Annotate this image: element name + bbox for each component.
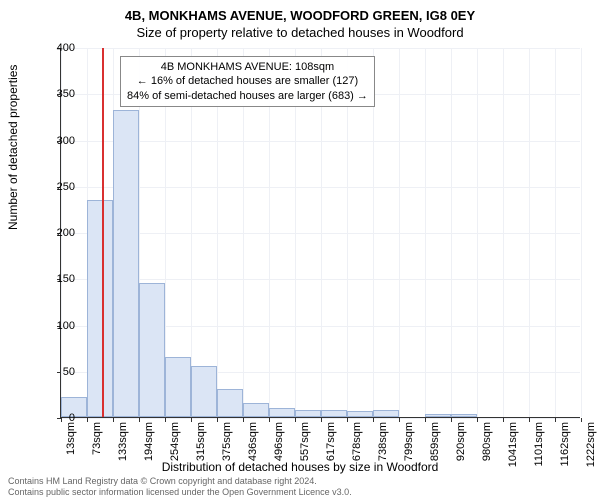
xtick-label: 194sqm	[143, 422, 155, 461]
bar	[295, 410, 321, 417]
bar	[425, 414, 451, 417]
xtick-mark	[529, 418, 530, 422]
marker-line	[102, 48, 104, 417]
xtick-mark	[191, 418, 192, 422]
annotation-line3: 84% of semi-detached houses are larger (…	[127, 89, 368, 103]
xtick-label: 13sqm	[65, 422, 77, 455]
xtick-mark	[477, 418, 478, 422]
bar	[373, 410, 399, 417]
bar	[451, 414, 477, 417]
gridline-v	[399, 48, 400, 417]
bar	[191, 366, 217, 417]
gridline-v	[425, 48, 426, 417]
annotation-box: 4B MONKHAMS AVENUE: 108sqm ← 16% of deta…	[120, 56, 375, 107]
bar	[87, 200, 113, 417]
bar	[243, 403, 269, 417]
ytick-label: 400	[35, 42, 75, 54]
attribution-text: Contains HM Land Registry data © Crown c…	[8, 476, 352, 498]
xtick-label: 678sqm	[351, 422, 363, 461]
bar	[165, 357, 191, 417]
xtick-label: 920sqm	[455, 422, 467, 461]
xtick-label: 436sqm	[247, 422, 259, 461]
gridline-v	[555, 48, 556, 417]
xtick-mark	[269, 418, 270, 422]
gridline-v	[581, 48, 582, 417]
gridline-v	[529, 48, 530, 417]
xtick-mark	[373, 418, 374, 422]
bar	[113, 110, 139, 417]
xtick-label: 133sqm	[117, 422, 129, 461]
gridline-v	[477, 48, 478, 417]
xtick-mark	[347, 418, 348, 422]
xtick-label: 73sqm	[91, 422, 103, 455]
xtick-mark	[555, 418, 556, 422]
y-axis-label: Number of detached properties	[6, 65, 20, 230]
xtick-label: 254sqm	[169, 422, 181, 461]
chart-area: 13sqm73sqm133sqm194sqm254sqm315sqm375sqm…	[60, 48, 580, 418]
xtick-mark	[217, 418, 218, 422]
bar	[139, 283, 165, 417]
ytick-label: 50	[35, 366, 75, 378]
ytick-label: 300	[35, 135, 75, 147]
xtick-mark	[503, 418, 504, 422]
annotation-line1: 4B MONKHAMS AVENUE: 108sqm	[127, 60, 368, 74]
xtick-mark	[399, 418, 400, 422]
xtick-label: 315sqm	[195, 422, 207, 461]
xtick-mark	[581, 418, 582, 422]
x-axis-label: Distribution of detached houses by size …	[0, 460, 600, 474]
ytick-label: 350	[35, 88, 75, 100]
bar	[321, 410, 347, 417]
xtick-label: 496sqm	[273, 422, 285, 461]
gridline-v	[503, 48, 504, 417]
xtick-mark	[243, 418, 244, 422]
xtick-mark	[87, 418, 88, 422]
ytick-label: 200	[35, 227, 75, 239]
ytick-label: 150	[35, 273, 75, 285]
xtick-mark	[425, 418, 426, 422]
bar	[269, 408, 295, 417]
xtick-label: 617sqm	[325, 422, 337, 461]
xtick-label: 738sqm	[377, 422, 389, 461]
xtick-label: 980sqm	[481, 422, 493, 461]
xtick-mark	[113, 418, 114, 422]
xtick-label: 799sqm	[403, 422, 415, 461]
xtick-mark	[451, 418, 452, 422]
chart-subtitle: Size of property relative to detached ho…	[0, 25, 600, 40]
xtick-mark	[321, 418, 322, 422]
xtick-mark	[165, 418, 166, 422]
ytick-label: 0	[35, 412, 75, 424]
ytick-label: 250	[35, 181, 75, 193]
bar	[217, 389, 243, 417]
bar	[347, 411, 373, 417]
xtick-label: 557sqm	[299, 422, 311, 461]
xtick-label: 859sqm	[429, 422, 441, 461]
xtick-label: 375sqm	[221, 422, 233, 461]
ytick-label: 100	[35, 320, 75, 332]
xtick-mark	[139, 418, 140, 422]
gridline-v	[451, 48, 452, 417]
annotation-line2: ← 16% of detached houses are smaller (12…	[127, 74, 368, 88]
xtick-mark	[295, 418, 296, 422]
chart-title: 4B, MONKHAMS AVENUE, WOODFORD GREEN, IG8…	[0, 8, 600, 23]
